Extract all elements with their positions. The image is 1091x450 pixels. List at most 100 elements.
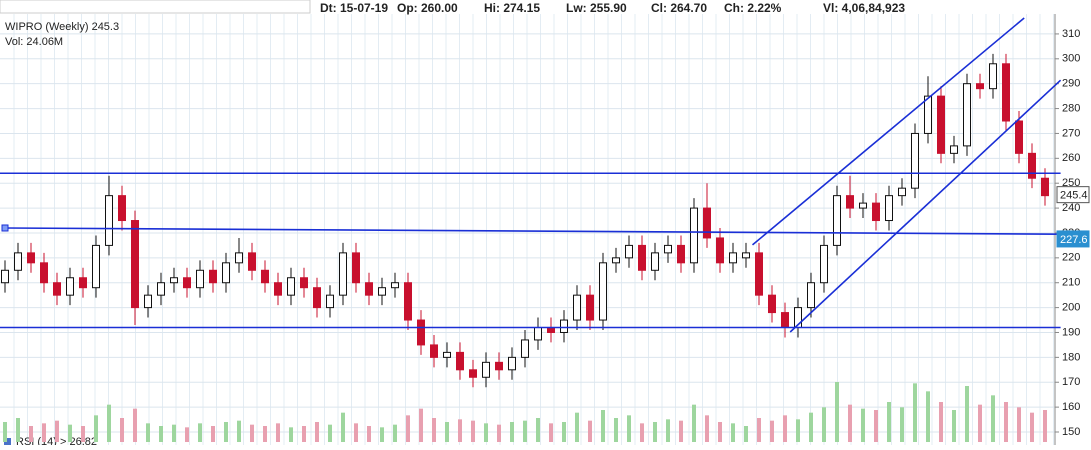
- candle-body: [911, 132, 919, 189]
- candle-body: [859, 202, 867, 209]
- volume-bar: [978, 404, 982, 442]
- candle-body: [677, 244, 685, 264]
- volume-bar: [887, 402, 891, 442]
- volume-bar: [276, 423, 280, 442]
- candle-body: [105, 195, 113, 246]
- candle-body: [495, 361, 503, 371]
- candle-body: [27, 252, 35, 264]
- volume-bar: [55, 420, 59, 442]
- candle-body: [989, 63, 997, 90]
- candle-body: [937, 95, 945, 154]
- volume-bar: [107, 404, 111, 442]
- candle-body: [625, 244, 633, 259]
- volume-bar: [328, 424, 332, 442]
- candle-body: [235, 252, 243, 264]
- candle-body: [482, 361, 490, 378]
- candle-body: [443, 351, 451, 358]
- candle-body: [352, 252, 360, 284]
- header-item: Vl: 4,06,84,923: [823, 1, 905, 15]
- volume-bar: [354, 423, 358, 442]
- candle-body: [651, 252, 659, 271]
- volume-bar: [432, 418, 436, 442]
- volume-bar: [549, 423, 553, 442]
- header-item: Cl: 264.70: [651, 1, 707, 15]
- candle-body: [339, 252, 347, 296]
- candle-body: [14, 252, 22, 271]
- volume-bar: [510, 422, 514, 442]
- candle-body: [313, 287, 321, 309]
- volume-bar: [601, 410, 605, 442]
- volume-bar: [809, 412, 813, 442]
- volume-bar: [926, 391, 930, 442]
- candle-body: [846, 195, 854, 209]
- volume-bar: [445, 422, 449, 442]
- candle-body: [92, 244, 100, 289]
- volume-bar: [627, 415, 631, 442]
- volume-bar: [523, 420, 527, 442]
- volume-bar: [81, 426, 85, 442]
- volume-bar: [250, 424, 254, 442]
- y-tick-label: 160: [1062, 401, 1080, 413]
- volume-bar: [198, 423, 202, 442]
- y-tick-label: 310: [1062, 28, 1080, 40]
- candle-body: [664, 244, 672, 254]
- candle-body: [196, 269, 204, 289]
- candle-body: [1015, 120, 1023, 154]
- candle-body: [729, 252, 737, 264]
- volume-bar: [471, 420, 475, 442]
- volume-bar: [744, 426, 748, 442]
- y-tick-label: 270: [1062, 127, 1080, 139]
- candle-body: [404, 282, 412, 321]
- candle-body: [885, 195, 893, 222]
- volume-bar: [874, 410, 878, 442]
- candle-body: [79, 277, 87, 289]
- volume-bar: [939, 402, 943, 442]
- candle-body: [66, 277, 74, 296]
- volume-bar: [315, 422, 319, 442]
- candle-body: [690, 207, 698, 264]
- trendline: [789, 79, 1062, 333]
- volume-bar: [94, 415, 98, 442]
- candle-body: [534, 327, 542, 341]
- candle-body: [1041, 177, 1049, 197]
- y-tick-label: 240: [1062, 202, 1080, 214]
- candle-body: [274, 282, 282, 296]
- volume-bar: [991, 395, 995, 442]
- rsi-icon: [4, 438, 11, 445]
- volume-bar: [900, 407, 904, 442]
- volume-bar: [588, 420, 592, 442]
- volume-bar: [705, 415, 709, 442]
- volume-bar: [159, 426, 163, 442]
- volume-bar: [120, 418, 124, 442]
- volume-bar: [575, 412, 579, 442]
- candle-body: [118, 195, 126, 222]
- candle-body: [638, 244, 646, 271]
- candle-body: [469, 369, 477, 378]
- candle-body: [378, 287, 386, 296]
- header-item: Hi: 274.15: [484, 1, 540, 15]
- volume-bar: [692, 404, 696, 442]
- y-tick-label: 180: [1062, 351, 1080, 363]
- y-tick-label: 190: [1062, 326, 1080, 338]
- candle-body: [716, 237, 724, 264]
- candle-body: [53, 282, 61, 296]
- volume-bar: [536, 418, 540, 442]
- candle-body: [755, 252, 763, 296]
- volume-bar: [16, 418, 20, 442]
- candle-body: [1002, 63, 1010, 122]
- candle-body: [820, 244, 828, 284]
- header-item: Lw: 255.90: [566, 1, 627, 15]
- volume-bar: [42, 423, 46, 442]
- volume-bar: [211, 426, 215, 442]
- price-marker-box: [1056, 230, 1090, 248]
- candle-body: [703, 207, 711, 239]
- volume-bar: [822, 407, 826, 442]
- volume-bar: [3, 422, 7, 442]
- volume-bar: [835, 382, 839, 442]
- volume-bar: [380, 427, 384, 442]
- candle-body: [131, 220, 139, 309]
- candle-body: [170, 277, 178, 284]
- volume-bar: [406, 415, 410, 442]
- volume-bar: [302, 426, 306, 442]
